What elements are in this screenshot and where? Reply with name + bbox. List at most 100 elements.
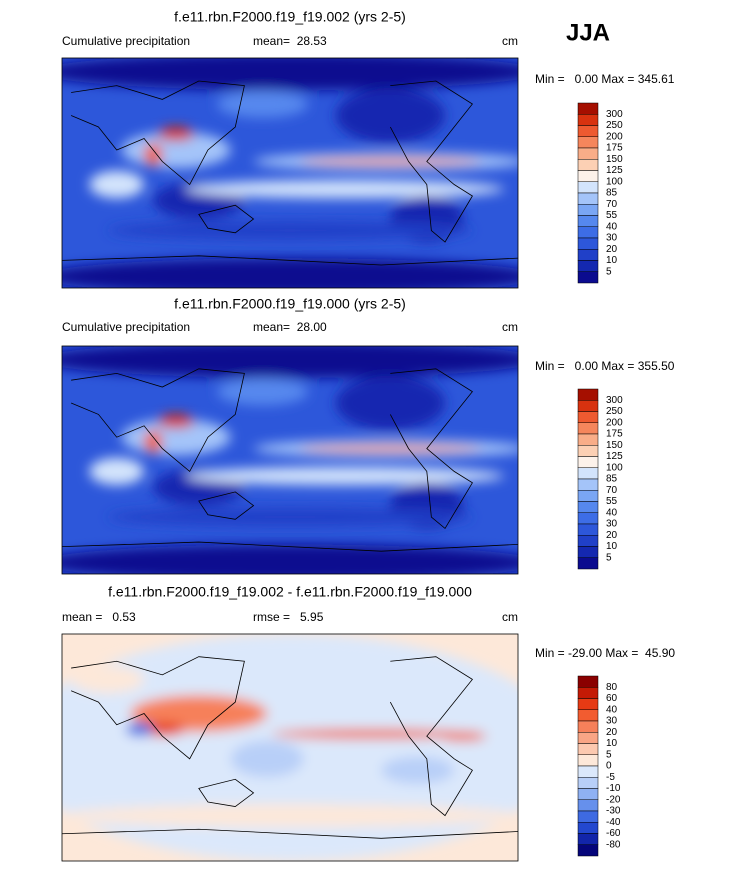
map bbox=[62, 58, 518, 288]
colorbar-label: 20 bbox=[606, 244, 618, 255]
colorbar-label: 175 bbox=[606, 429, 623, 440]
colorbar-box bbox=[577, 822, 599, 834]
colorbar-label: 60 bbox=[606, 693, 618, 704]
colorbar-label: 300 bbox=[606, 109, 623, 120]
colorbar-box bbox=[577, 456, 599, 468]
field-blob bbox=[157, 414, 195, 429]
range-label: Min = 0.00 Max = 355.50 bbox=[535, 359, 675, 373]
colorbar-label: 200 bbox=[606, 417, 623, 428]
field-blob bbox=[157, 126, 195, 141]
colorbar-box bbox=[577, 478, 599, 491]
colorbar-label: 150 bbox=[606, 440, 623, 451]
colorbar-label: 20 bbox=[606, 530, 618, 541]
field-blob bbox=[144, 143, 163, 167]
colorbar-box bbox=[577, 237, 599, 250]
field-blob bbox=[185, 466, 505, 486]
colorbar-box bbox=[577, 810, 599, 823]
panel: f.e11.rbn.F2000.f19_f19.002 (yrs 2-5) Cum… bbox=[61, 9, 675, 289]
range-label: Min = 0.00 Max = 345.61 bbox=[535, 72, 675, 86]
field-blob bbox=[89, 170, 145, 199]
colorbar-box bbox=[577, 512, 599, 525]
colorbar-box bbox=[577, 709, 599, 722]
colorbar-label: 100 bbox=[606, 176, 623, 187]
field-blob bbox=[144, 430, 163, 454]
field-blob bbox=[299, 158, 482, 165]
map-frame bbox=[61, 57, 519, 289]
field-blob bbox=[62, 804, 518, 827]
field-blob bbox=[62, 346, 518, 378]
colorbar-label: -20 bbox=[606, 794, 621, 805]
colorbar-label: -5 bbox=[606, 772, 615, 783]
colorbar-box bbox=[577, 433, 599, 446]
colorbar-label: 10 bbox=[606, 738, 618, 749]
colorbar-box bbox=[577, 445, 599, 457]
colorbar-label: 30 bbox=[606, 233, 618, 244]
coastline bbox=[62, 368, 518, 552]
mean-label: mean= 28.00 bbox=[253, 320, 327, 334]
colorbar-label: 55 bbox=[606, 210, 618, 221]
colorbar-box bbox=[577, 720, 599, 733]
field-blob bbox=[125, 722, 154, 737]
colorbar-label: 5 bbox=[606, 552, 612, 563]
map-frame bbox=[61, 633, 519, 862]
colorbar-box bbox=[577, 192, 599, 205]
field-blob bbox=[62, 544, 518, 574]
colorbar-label: 200 bbox=[606, 131, 623, 142]
map-field bbox=[62, 346, 518, 574]
field-blob bbox=[62, 58, 518, 91]
colorbar-box bbox=[577, 136, 599, 149]
colorbar-label: 0 bbox=[606, 761, 612, 772]
colorbar-box bbox=[577, 204, 599, 216]
colorbar-box bbox=[577, 501, 599, 513]
colorbar-box bbox=[577, 388, 599, 401]
map bbox=[62, 634, 518, 861]
field-blob bbox=[89, 457, 145, 486]
field-blob bbox=[335, 375, 446, 431]
field-blob bbox=[440, 731, 487, 741]
colorbar-label: 55 bbox=[606, 496, 618, 507]
field-blob bbox=[335, 87, 446, 144]
colorbar-box bbox=[577, 490, 599, 502]
field-blob bbox=[271, 729, 473, 739]
mean-label: mean = 0.53 bbox=[62, 610, 136, 624]
colorbar-box bbox=[577, 226, 599, 239]
season-title: JJA bbox=[566, 19, 610, 46]
panel-subtitle: Cumulative precipitation bbox=[62, 34, 190, 48]
field-blob bbox=[107, 507, 473, 527]
colorbar-label: 5 bbox=[606, 749, 612, 760]
colorbar-label: 80 bbox=[606, 682, 618, 693]
field-blob bbox=[230, 740, 304, 778]
field-blob bbox=[217, 377, 309, 406]
colorbar-label: 250 bbox=[606, 406, 623, 417]
colorbar-label: 125 bbox=[606, 451, 623, 462]
colorbar-box bbox=[577, 159, 599, 171]
colorbar-label: 40 bbox=[606, 507, 618, 518]
colorbar-box bbox=[577, 523, 599, 536]
colorbar-box bbox=[577, 411, 599, 423]
colorbar-box bbox=[577, 799, 599, 812]
colorbar-box bbox=[577, 271, 599, 284]
panel-subtitle: Cumulative precipitation bbox=[62, 320, 190, 334]
colorbar-box bbox=[577, 844, 599, 857]
colorbar-box bbox=[577, 754, 599, 767]
colorbar-label: 250 bbox=[606, 120, 623, 131]
colorbar-label: 10 bbox=[606, 541, 618, 552]
colorbar-box bbox=[577, 765, 599, 778]
range-label: Min = -29.00 Max = 45.90 bbox=[535, 646, 675, 660]
panel-title: f.e11.rbn.F2000.f19_f19.002 - f.e11.rbn.… bbox=[108, 584, 472, 600]
colorbar-label: 70 bbox=[606, 485, 618, 496]
colorbar-box bbox=[577, 181, 599, 194]
map bbox=[62, 346, 518, 574]
colorbar-label: 10 bbox=[606, 255, 618, 266]
map-field bbox=[62, 58, 518, 288]
colorbar-box bbox=[577, 249, 599, 261]
panel: f.e11.rbn.F2000.f19_f19.000 (yrs 2-5) Cum… bbox=[61, 296, 675, 575]
colorbar-label: 30 bbox=[606, 519, 618, 530]
coastline bbox=[62, 656, 518, 839]
colorbar-box bbox=[577, 215, 599, 227]
colorbar-label: -60 bbox=[606, 828, 621, 839]
field-blob bbox=[62, 258, 518, 288]
colorbar-box bbox=[577, 788, 599, 800]
colorbar-label: 20 bbox=[606, 727, 618, 738]
